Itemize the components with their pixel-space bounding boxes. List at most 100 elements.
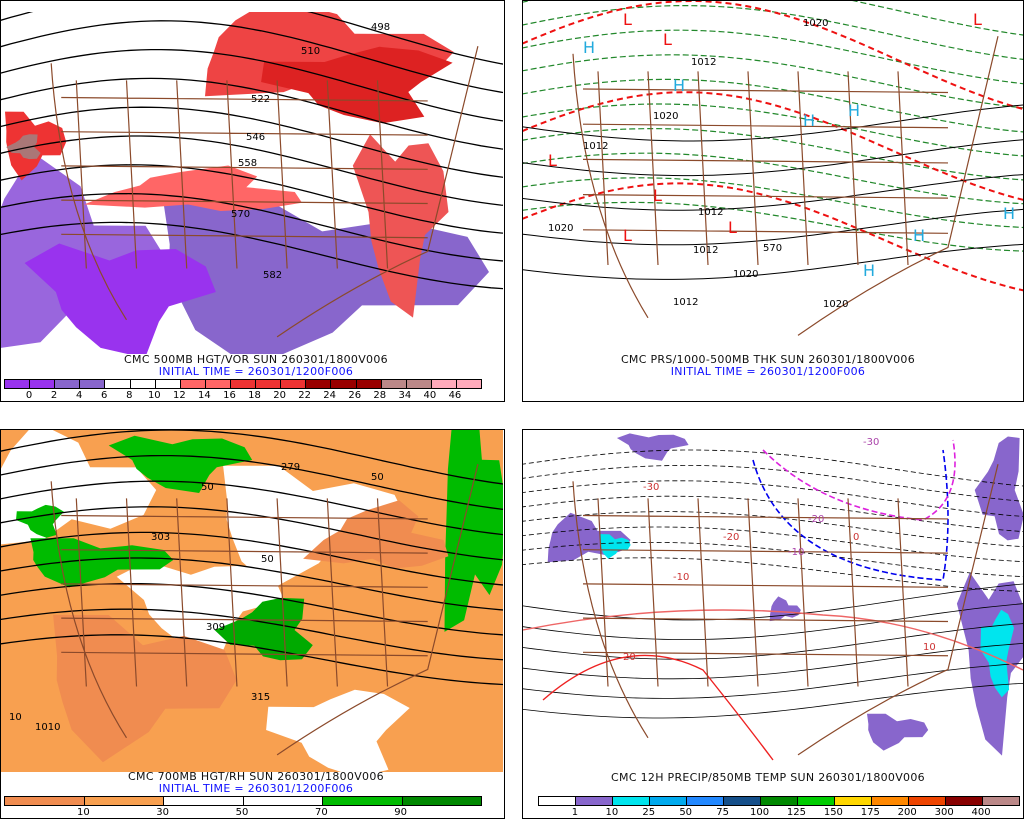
colorbar-swatch — [180, 380, 206, 388]
high-pressure-marker: H — [1003, 204, 1015, 223]
colorbar-label: 100 — [749, 807, 770, 818]
colorbar-swatch — [30, 380, 56, 388]
contour-line — [523, 583, 1023, 621]
colorbar-swatch — [872, 797, 909, 805]
map-pressure: 1020 1012 1020 1012 1020 1012 1012 1020 1012 1020… — [523, 1, 1023, 353]
low-pressure-marker: L — [663, 30, 672, 49]
contour-label: 303 — [151, 532, 170, 543]
contour-line — [523, 243, 1023, 280]
contour-label: 20 — [623, 652, 636, 663]
colorbar-label: 10 — [76, 807, 90, 818]
shaded-region — [974, 436, 1023, 541]
contour-label: 50 — [261, 554, 274, 565]
contour-label: 1012 — [673, 297, 698, 308]
colorbar-label: 30 — [156, 807, 170, 818]
high-pressure-marker: H — [913, 226, 925, 245]
colorbar-label: 175 — [860, 807, 880, 818]
shaded-region — [616, 433, 689, 461]
contour-label: 522 — [251, 94, 270, 105]
shaded-region — [108, 435, 253, 493]
colorbar-label: 24 — [323, 390, 337, 401]
colorbar-label: 25 — [642, 807, 656, 818]
colorbar-swatch — [256, 380, 282, 388]
contour-line — [523, 603, 1023, 640]
colorbar-swatch — [431, 380, 457, 388]
colorbar-swatch — [356, 380, 382, 388]
contour-line — [523, 1, 1023, 111]
colorbar-swatch — [650, 797, 687, 805]
contour-label: 1012 — [583, 141, 608, 152]
contour-line — [1, 480, 503, 536]
colorbar-label: 75 — [716, 807, 729, 818]
shaded-region — [53, 614, 237, 763]
contour-line — [1, 135, 503, 206]
state-borders — [572, 464, 999, 756]
panel-frame — [0, 0, 505, 402]
colorbar-label: 1 — [571, 807, 579, 818]
colorbar — [538, 796, 1020, 806]
isotherm-0c — [752, 449, 949, 581]
colorbar-swatch — [243, 797, 323, 805]
contour-label: 50 — [371, 472, 384, 483]
colorbar — [4, 796, 482, 806]
contour-label: 315 — [251, 692, 270, 703]
contour-label: 10 — [9, 712, 22, 723]
panel-title: CMC 12H PRECIP/850MB TEMP SUN 260301/180… — [611, 771, 925, 784]
colorbar-swatch — [130, 380, 156, 388]
colorbar-swatch — [381, 380, 407, 388]
contour-label: -20 — [723, 532, 739, 543]
contour-label: -20 — [808, 514, 824, 525]
contour-line — [523, 495, 1023, 533]
contour-label: 1012 — [693, 245, 718, 256]
contour-line — [1, 634, 503, 686]
contour-label: 510 — [301, 46, 320, 57]
map-700mb: 303 279 309 315 50 10 1010 50 50 — [1, 430, 503, 772]
contour-label: -30 — [863, 437, 879, 448]
colorbar-swatch — [323, 797, 403, 805]
contour-line — [523, 542, 1023, 578]
contour-line — [1, 221, 503, 290]
contour-label: 1020 — [653, 111, 678, 122]
contour-line — [523, 177, 1023, 229]
contour-label: 1020 — [733, 269, 758, 280]
contour-line — [523, 208, 1023, 246]
colorbar-label: 22 — [298, 390, 311, 401]
contour-line — [523, 103, 1023, 157]
contour-line — [523, 139, 1023, 177]
contour-line — [523, 557, 1023, 592]
colorbar-label: 50 — [679, 807, 693, 818]
colorbar-label: 2 — [50, 390, 58, 401]
contour-line — [523, 682, 1023, 719]
contour-line — [1, 454, 503, 510]
contour-line — [1, 12, 503, 65]
colorbar-swatch — [456, 380, 482, 388]
shaded-region — [980, 609, 1014, 698]
contour-line — [523, 104, 1023, 142]
colorbar-swatch — [909, 797, 946, 805]
contour-line — [1, 531, 503, 586]
colorbar-swatch — [724, 797, 761, 805]
shaded-region — [769, 596, 801, 622]
panel-pressure-thickness: 1020 1012 1020 1012 1020 1012 1012 1020 1012 1020… — [512, 0, 1024, 409]
high-pressure-marker: H — [673, 76, 685, 95]
colorbar-label: 50 — [235, 807, 249, 818]
high-pressure-marker: H — [863, 261, 875, 280]
contour-line — [523, 449, 1023, 487]
contour-label: 279 — [281, 462, 300, 473]
panel-title: CMC 500MB HGT/VOR SUN 260301/1800V006 — [124, 353, 388, 366]
low-pressure-marker: L — [973, 10, 982, 29]
colorbar-label: 4 — [75, 390, 83, 401]
contour-line — [1, 77, 503, 150]
contour-label: 558 — [238, 158, 257, 169]
colorbar-label: 90 — [394, 807, 408, 818]
colorbar-label: 125 — [786, 807, 806, 818]
map-500mb: 498 510 522 546 558 570 582 — [1, 12, 503, 354]
colorbar-swatch — [798, 797, 835, 805]
colorbar-swatch — [5, 797, 85, 805]
colorbar-swatch — [539, 797, 576, 805]
colorbar-label: 28 — [373, 390, 387, 401]
shaded-region — [24, 243, 216, 354]
colorbar-label: 400 — [971, 807, 991, 818]
contour-line — [523, 201, 1023, 252]
panel-700mb-hgt-rh: 303 279 309 315 50 10 1010 50 50 CMC 700MB HGT/R… — [0, 410, 512, 819]
